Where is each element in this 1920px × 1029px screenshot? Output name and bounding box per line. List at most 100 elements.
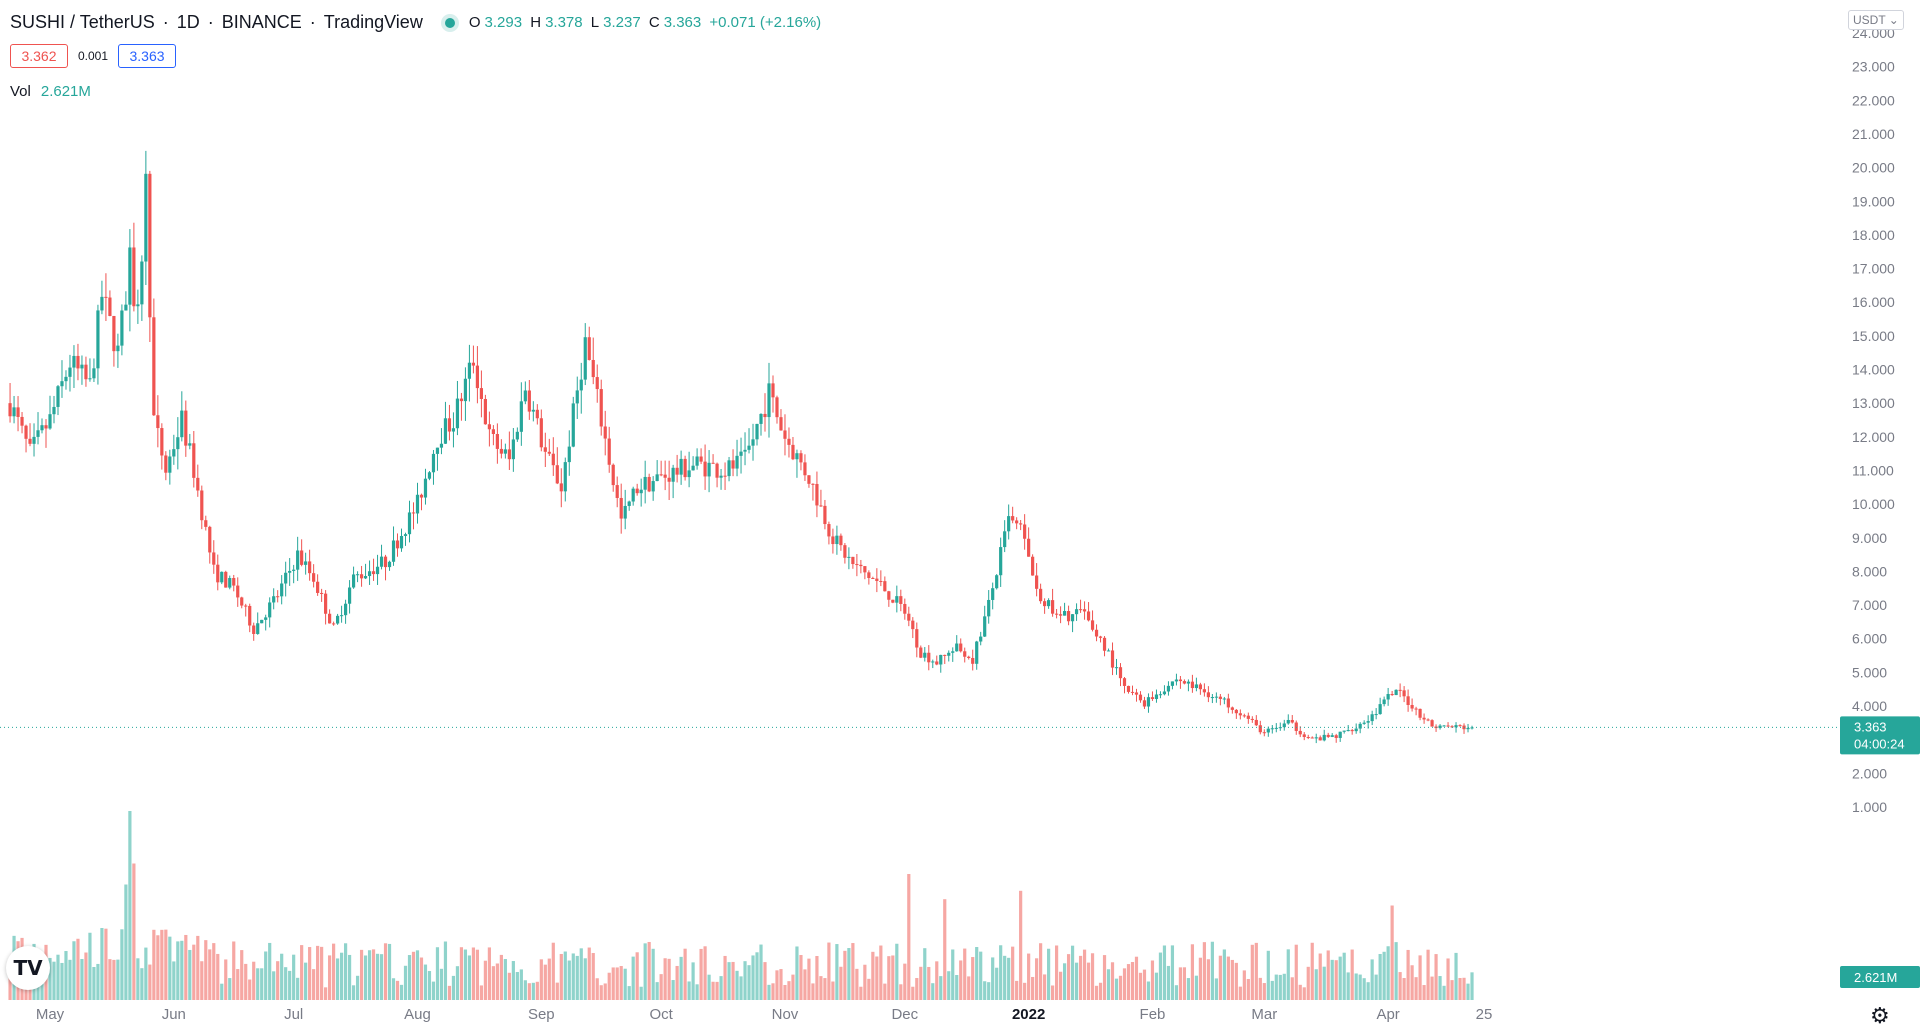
candle-body [411, 512, 416, 514]
time-axis[interactable]: May Jun Jul Aug Sep Oct Nov Dec 2022 Feb Mar Apr 25 [36, 1006, 1493, 1023]
sell-button[interactable]: 3.362 [10, 44, 68, 68]
candle [935, 655, 939, 666]
candle-body [220, 571, 224, 583]
candle [843, 543, 847, 564]
candle [1062, 602, 1067, 616]
candle [196, 464, 200, 497]
candle-body [631, 488, 635, 502]
volume-bar [1158, 952, 1163, 1000]
candle-body [675, 467, 679, 475]
candle [1170, 681, 1175, 690]
volume-bar [1054, 945, 1059, 1000]
volume-bar [1086, 962, 1091, 1000]
price-tick-label: 10.000 [1852, 496, 1895, 512]
candle [403, 532, 408, 546]
candle-body [1270, 728, 1274, 730]
volume-bar [559, 953, 563, 1000]
candle [112, 315, 116, 367]
candle-body [951, 651, 955, 653]
candle [747, 428, 751, 454]
price-axis[interactable]: 24.00023.00022.00021.00020.00019.00018.0… [1852, 25, 1895, 815]
volume-bar [967, 976, 971, 1000]
candle-body [40, 425, 44, 431]
candle [1023, 514, 1027, 550]
volume-bar [455, 966, 460, 1000]
tradingview-logo-icon[interactable]: TV [6, 946, 50, 990]
volume-bar [1214, 978, 1218, 1000]
volume-bar [771, 983, 775, 1000]
volume-bar [1286, 949, 1290, 1000]
volume-bar [160, 929, 164, 1000]
candle-body [855, 564, 859, 566]
volume-bar [419, 957, 424, 1000]
volume-bar [1051, 985, 1055, 1000]
currency-selector[interactable]: USDT ⌄ [1848, 10, 1904, 30]
candle [1019, 520, 1023, 531]
candle-body [879, 581, 883, 583]
candle-body [56, 386, 60, 407]
market-status-icon[interactable] [444, 17, 455, 28]
candle [1158, 691, 1163, 699]
volume-bar [212, 943, 216, 1000]
gear-icon[interactable]: ⚙ [1870, 1003, 1890, 1028]
candle [723, 462, 727, 490]
volume-bar [1194, 975, 1199, 1000]
candle-body [112, 315, 116, 352]
volume-bar [1382, 951, 1386, 1000]
volume-bar [947, 971, 951, 1000]
candle [1126, 685, 1131, 694]
candle [479, 370, 483, 418]
volume-bar [120, 929, 124, 1000]
candle-body [959, 643, 963, 652]
candle [491, 425, 495, 446]
candle [547, 438, 551, 456]
volume-bar [292, 954, 296, 1000]
volume-bar [415, 950, 420, 1000]
candle [827, 521, 831, 545]
volume-bar [791, 974, 795, 1000]
candle [559, 468, 563, 508]
volume-bar [1258, 977, 1262, 1000]
symbol-legend[interactable]: SUSHI / TetherUS · 1D · BINANCE · Tradin… [10, 12, 825, 33]
candle [220, 571, 224, 585]
candle-body [1142, 700, 1147, 707]
candle-body [1019, 523, 1023, 525]
candle [691, 456, 695, 471]
candle [128, 229, 132, 332]
volume-bar [220, 983, 224, 1000]
candle-body [515, 431, 519, 440]
volume-bar [491, 966, 495, 1000]
candle [943, 654, 947, 664]
spread-label: 0.001 [78, 49, 109, 63]
candle-body [435, 447, 440, 454]
volume-bar [599, 985, 603, 1000]
price-tick-label: 20.000 [1852, 160, 1895, 176]
candle-body [427, 472, 432, 479]
candle-body [911, 620, 915, 630]
volume-bar [64, 951, 68, 1000]
candle [1430, 719, 1434, 727]
volume-bar [423, 964, 428, 1000]
candle-body [863, 566, 867, 573]
candle [587, 326, 591, 361]
candle-body [523, 390, 527, 402]
interval-label[interactable]: 1D [176, 12, 200, 32]
candle [1242, 713, 1246, 718]
candle-body [343, 603, 348, 616]
volume-bar [479, 985, 483, 1000]
candle-body [799, 453, 803, 463]
buy-button[interactable]: 3.363 [118, 44, 177, 68]
volume-bar [48, 957, 52, 1000]
symbol-name[interactable]: SUSHI / TetherUS [10, 12, 155, 32]
volume-bar [979, 951, 983, 1000]
candle-body [160, 428, 164, 456]
volume-bar [124, 884, 128, 1000]
candle-body [1150, 697, 1155, 700]
candle-body [639, 489, 643, 494]
candle [1094, 624, 1099, 642]
volume-bar [623, 968, 627, 1000]
candle [72, 345, 76, 388]
candle [32, 423, 36, 457]
volume-legend[interactable]: Vol 2.621M [10, 83, 91, 100]
